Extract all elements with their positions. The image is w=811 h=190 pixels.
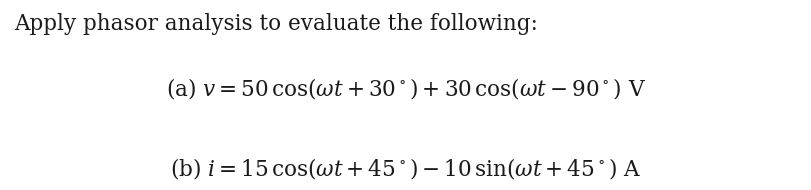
Text: (b) $i = 15\,\cos(\omega t + 45^\circ) - 10\,\sin(\omega t + 45^\circ)$ A: (b) $i = 15\,\cos(\omega t + 45^\circ) -…: [169, 156, 642, 181]
Text: Apply phasor analysis to evaluate the following:: Apply phasor analysis to evaluate the fo…: [15, 13, 539, 35]
Text: (a) $v = 50\,\cos(\omega t + 30^\circ) + 30\,\cos(\omega t - 90^\circ)$ V: (a) $v = 50\,\cos(\omega t + 30^\circ) +…: [165, 76, 646, 101]
